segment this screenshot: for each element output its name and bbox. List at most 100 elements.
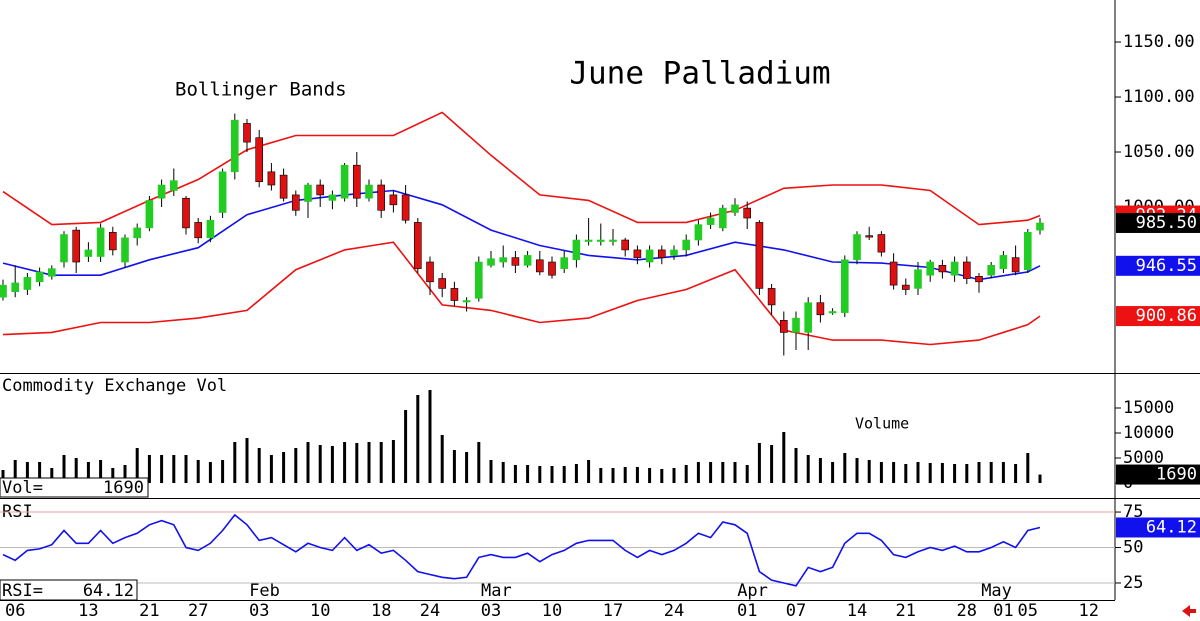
- volume-bar: [489, 460, 493, 483]
- candle-body: [755, 222, 764, 289]
- candle-body: [231, 119, 239, 173]
- candle-body: [596, 239, 605, 242]
- candle-body: [450, 288, 459, 301]
- candle-body: [645, 249, 654, 263]
- candle-body: [121, 237, 129, 263]
- volume-bar: [343, 442, 347, 483]
- candle-body: [267, 171, 276, 186]
- candle-body: [145, 200, 154, 229]
- y-tick-label: 5000: [1123, 448, 1164, 468]
- volume-bar: [611, 468, 615, 483]
- candle-body: [279, 174, 288, 199]
- volume-bar: [257, 448, 261, 483]
- volume-bar: [330, 446, 334, 483]
- x-tick-label: 13: [78, 601, 98, 621]
- candle-body: [840, 259, 849, 313]
- y-tick-label: 50: [1123, 538, 1143, 558]
- volume-bar: [25, 462, 29, 483]
- candle-body: [779, 320, 788, 333]
- volume-bar: [635, 467, 639, 483]
- value-badge-label: 985.50: [1136, 213, 1197, 233]
- candle-body: [767, 288, 776, 306]
- candle-body: [657, 249, 666, 258]
- candle-body: [633, 249, 642, 258]
- value-badge: [1116, 517, 1200, 538]
- volume-bar: [672, 468, 676, 483]
- candle-body: [499, 257, 508, 263]
- candle-body: [365, 184, 373, 199]
- readout-value: 64.12: [83, 581, 134, 601]
- candle-body: [255, 137, 263, 183]
- x-tick-label: 24: [420, 601, 440, 621]
- volume-bar: [221, 460, 225, 483]
- candle-body: [35, 271, 44, 283]
- x-tick-label: 01: [737, 601, 757, 621]
- candle-body: [23, 277, 32, 290]
- volume-bar: [13, 460, 17, 483]
- volume-bar: [721, 462, 725, 483]
- candle-body: [950, 261, 959, 276]
- volume-bar: [599, 468, 603, 483]
- volume-bar: [428, 390, 432, 483]
- scroll-arrow[interactable]: [1182, 605, 1196, 617]
- candle-body: [487, 258, 495, 266]
- candle-body: [560, 257, 569, 269]
- volume-bar: [184, 455, 188, 483]
- volume-bar: [660, 469, 664, 483]
- volume-bar: [562, 466, 566, 483]
- candle-body: [377, 184, 386, 211]
- candle-body: [987, 265, 996, 276]
- volume-bar: [550, 466, 554, 483]
- candle-body: [413, 222, 422, 269]
- volume-bar: [648, 468, 652, 483]
- volume-bar: [696, 462, 700, 483]
- candle-body: [243, 123, 251, 143]
- candle-body: [474, 261, 483, 299]
- candle-body: [914, 269, 922, 289]
- bollinger-band: [2, 189, 1041, 281]
- candle-body: [731, 204, 739, 213]
- volume-bar: [526, 465, 530, 483]
- volume-bar: [233, 442, 237, 483]
- chart-title: June Palladium: [569, 56, 830, 92]
- value-badge: [1116, 306, 1200, 327]
- value-badge-label: 900.86: [1136, 306, 1197, 326]
- volume-bar: [465, 452, 469, 483]
- value-badge: [1116, 255, 1200, 276]
- readout-box: [0, 579, 138, 601]
- candle-body: [401, 194, 410, 221]
- candle-body: [72, 229, 80, 263]
- candle-body: [109, 232, 117, 251]
- candle-body: [694, 224, 703, 241]
- volume-bar: [440, 435, 444, 483]
- candle-body: [1024, 232, 1032, 271]
- volume-bar: [1, 470, 5, 483]
- volume-bar: [74, 458, 78, 483]
- volume-bar: [892, 462, 896, 483]
- volume-bar: [306, 442, 310, 483]
- volume-bar: [379, 442, 383, 483]
- volume-bar: [38, 462, 42, 483]
- y-tick-label: 1100.00: [1123, 87, 1195, 107]
- volume-bar: [62, 455, 66, 483]
- candle-body: [426, 261, 434, 283]
- candle-body: [84, 249, 93, 257]
- candle-body: [938, 265, 947, 273]
- x-month-label: May: [981, 581, 1012, 601]
- volume-bar: [404, 410, 408, 483]
- y-tick-label: 10000: [1123, 423, 1174, 443]
- candle-body: [743, 207, 752, 219]
- volume-bar: [452, 450, 456, 483]
- x-tick-label: 17: [603, 601, 623, 621]
- x-tick-label: 21: [896, 601, 916, 621]
- candle-body: [523, 255, 532, 266]
- candle-body: [999, 255, 1008, 269]
- x-tick-label: 14: [847, 601, 867, 621]
- candle-body: [975, 276, 983, 283]
- volume-bar: [196, 460, 200, 483]
- candle-body: [706, 217, 715, 225]
- bollinger-band: [2, 111, 1041, 226]
- x-tick-label: 07: [786, 601, 806, 621]
- candle-body: [962, 261, 971, 279]
- candle-body: [389, 194, 398, 206]
